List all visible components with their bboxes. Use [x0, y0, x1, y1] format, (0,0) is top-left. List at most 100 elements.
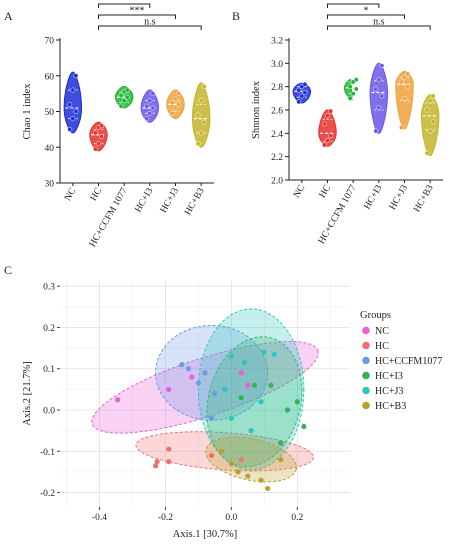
panel-c-point-5-5	[265, 485, 271, 492]
panel-a-point-1-0	[92, 146, 98, 152]
panel-c-ellipse-0	[91, 340, 319, 434]
panel-c-legend-label-1: HC	[375, 341, 389, 352]
panel-b-point-0-3	[296, 87, 302, 93]
panel-letter-c: C	[4, 263, 12, 277]
panel-c-point-3-1	[251, 382, 258, 388]
panel-c-point-2-1	[185, 366, 192, 372]
panel-a-y-tick-label-3: 60	[45, 72, 55, 82]
panel-b-point-0-0	[296, 99, 302, 105]
panel-c-point-4-4	[222, 386, 228, 392]
panel-a-point-5-3	[195, 112, 201, 118]
panel-c-point-2-3	[195, 380, 202, 386]
panel-c-point-4-0	[228, 353, 234, 359]
panel-a-point-0-1	[70, 116, 76, 122]
panel-b-x-tick-label-4: HC+J3	[388, 183, 410, 212]
panel-c-x-tick-label-1: -0.2	[158, 513, 173, 523]
panel-b-y-tick-label-3: 2.6	[271, 107, 283, 117]
panel-c-point-1-3	[166, 459, 172, 465]
panel-b-point-3-0	[373, 128, 379, 134]
panel-b-bracket-label-3: *	[364, 6, 369, 17]
panel-c-point-3-5	[301, 423, 307, 430]
panel-b-x-tick-label-0: NC	[292, 184, 307, 200]
panel-b-x-tick-label-3: HC+I3	[363, 183, 385, 211]
panel-a-bracket-4	[98, 25, 202, 30]
panel-b-point-3-1	[376, 105, 382, 111]
panel-c-point-4-1	[241, 359, 248, 366]
panel-a-point-5-4	[198, 98, 204, 104]
panel-a-violin-3	[140, 89, 160, 123]
panel-c-y-tick-label-2: 0.0	[43, 407, 55, 417]
panel-b-point-2-0	[347, 95, 353, 101]
panel-c-point-5-2	[235, 469, 241, 475]
panel-c-legend-title: Groups	[360, 310, 391, 321]
panel-c-point-3-4	[294, 399, 300, 405]
panel-c-plot-area	[60, 280, 350, 507]
panel-b-point-1-1	[325, 137, 330, 143]
panel-c-point-3-3	[284, 407, 290, 413]
panel-letter-b: B	[232, 9, 240, 23]
panel-c-legend-swatch-0	[362, 326, 370, 335]
panel-c-point-0-4	[238, 370, 244, 376]
panel-c-point-1-1	[152, 463, 159, 469]
panel-c-y-tick-label-5: 0.3	[43, 283, 55, 293]
panel-b-point-5-0	[424, 150, 430, 156]
panel-a-point-2-1	[121, 98, 127, 104]
panel-c-point-4-7	[248, 428, 254, 434]
panel-c-x-tick-label-2: 0.0	[225, 513, 237, 523]
panel-b-y-tick-label-2: 2.4	[271, 130, 283, 140]
panel-b-point-4-1	[402, 95, 407, 101]
panel-b-point-5-5	[430, 93, 436, 99]
panel-c-point-4-3	[271, 351, 277, 357]
panel-c-point-5-4	[258, 477, 264, 483]
panel-c-legend-label-2: HC+CCFM1077	[375, 356, 442, 367]
panel-c-point-0-1	[166, 386, 172, 392]
panel-b-violin-chart: 2.0 2.2 2.4 2.6 2.8 3.0 3.2 Shnnon index NC HC HC+…	[251, 0, 443, 246]
panel-b-point-4-3	[398, 79, 404, 85]
panel-a-y-tick-label-0: 30	[45, 180, 55, 190]
panel-a-point-5-5	[201, 84, 207, 89]
panel-a-x-tick-label-1: HC	[89, 187, 104, 203]
panel-b-violin-3	[369, 62, 389, 134]
panel-b-point-3-2	[379, 93, 385, 99]
panel-c-ellipse-1	[135, 431, 315, 472]
panel-c-legend-label-3: HC+I3	[375, 371, 403, 382]
panel-b-point-3-5	[379, 63, 385, 69]
panel-b-bracket-4	[327, 25, 431, 30]
panel-c-point-0-2	[189, 374, 195, 380]
panel-a-point-0-2	[73, 109, 79, 114]
panel-a-bracket-label-3: ***	[130, 6, 145, 17]
panel-a-x-tick-label-4: HC+J3	[159, 186, 181, 215]
panel-b-x-tick-label-1: HC	[318, 184, 333, 200]
panel-b-y-tick-label-6: 3.2	[271, 37, 283, 47]
panel-a-x-tick-label-0: NC	[63, 187, 78, 203]
panel-c-y-tick-label-1: -0.1	[40, 448, 55, 458]
panel-b-point-4-0	[398, 125, 404, 130]
panel-c-legend-swatch-5	[362, 401, 370, 410]
panel-a-point-3-1	[147, 110, 153, 116]
panel-c-point-5-6	[278, 456, 284, 463]
panel-a-point-5-1	[198, 130, 204, 136]
panel-a-y-tick-label-1: 40	[45, 144, 55, 154]
panel-b-bracket-3	[327, 14, 405, 19]
panel-a-point-3-3	[144, 103, 150, 109]
panel-c-point-3-2	[268, 382, 274, 388]
panel-b-point-2-5	[353, 77, 359, 83]
panel-b-bracket-label-4: n.s	[373, 17, 385, 28]
panel-c-point-2-2	[202, 370, 208, 376]
panel-a-point-0-5	[73, 73, 79, 79]
panel-a-bracket-label-2: **	[119, 0, 129, 6]
panel-b-y-tick-label-5: 3.0	[271, 60, 283, 70]
panel-c-point-2-0	[179, 362, 185, 368]
panel-a-point-0-3	[67, 101, 73, 107]
panel-b-point-4-2	[405, 84, 411, 90]
panel-b-point-5-3	[424, 107, 430, 113]
panel-c-x-axis-title: Axis.1 [30.7%]	[173, 529, 237, 540]
panel-c-point-1-5	[238, 456, 244, 463]
panel-b-bracket-label-2: *	[351, 0, 356, 6]
panel-a-x-tick-label-3: HC+I3	[134, 186, 156, 214]
panel-c-y-tick-label-4: 0.2	[43, 324, 55, 334]
panel-b-bracket-2	[327, 3, 380, 8]
panel-b-point-0-2	[302, 90, 308, 95]
panel-a-point-0-4	[70, 87, 76, 93]
panel-c-legend-swatch-4	[362, 386, 370, 395]
